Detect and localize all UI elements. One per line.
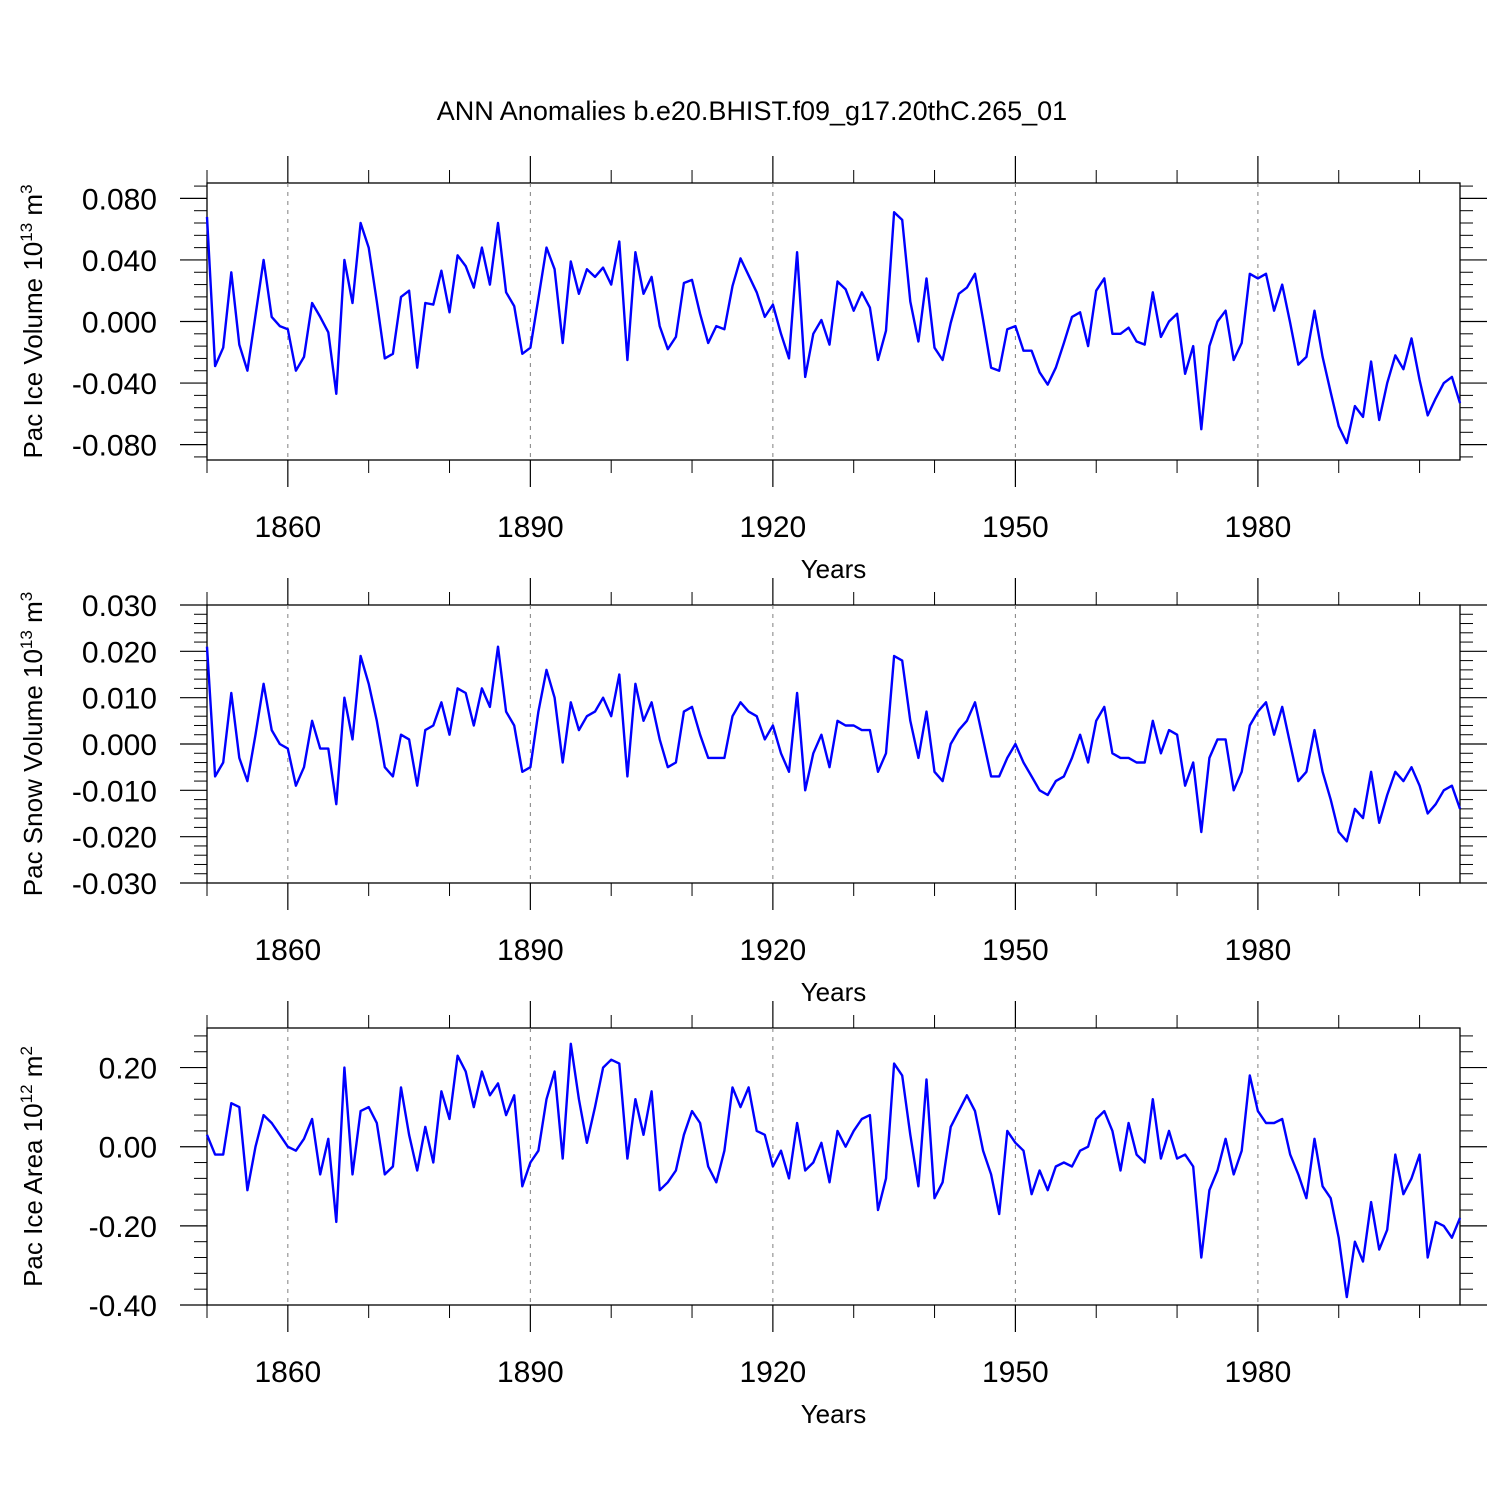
- series-line: [205, 1042, 1462, 1299]
- x-axis-label: Years: [801, 1399, 867, 1429]
- y-axis-label: Pac Ice Volume 1013 m3: [17, 184, 48, 458]
- y-tick-label: -0.40: [89, 1290, 157, 1323]
- plot-frame: [206, 1027, 1461, 1306]
- y-tick-label: -0.20: [89, 1211, 157, 1244]
- y-tick-label: 0.020: [82, 636, 157, 669]
- x-tick-label: 1950: [982, 511, 1049, 544]
- y-tick-label: 0.030: [82, 590, 157, 623]
- series-line: [205, 645, 1462, 843]
- y-tick-label: 0.00: [99, 1132, 157, 1165]
- y-tick-label: 0.040: [82, 245, 157, 278]
- panel-2: 1860 1890 1920 1950 1980 -0.030 -0.020 -0.010 0.…: [17, 578, 1487, 1007]
- x-tick-label: 1920: [739, 934, 806, 967]
- y-axis-label: Pac Snow Volume 1013 m3: [17, 592, 48, 896]
- panel-1: 1860 1890 1920 1950 1980 -0.080 -0.040 0.000 0.0…: [17, 156, 1487, 584]
- x-axis-label: Years: [801, 977, 867, 1007]
- x-tick-label: 1950: [982, 934, 1049, 967]
- y-tick-label: -0.030: [72, 868, 157, 901]
- panel-3: 1860 1890 1920 1950 1980 -0.40 -0.20 0.00 0.20 Ye…: [17, 1001, 1487, 1429]
- x-tick-label: 1980: [1225, 934, 1292, 967]
- y-tick-label: 0.080: [82, 183, 157, 216]
- y-tick-label: -0.040: [72, 368, 157, 401]
- x-tick-label: 1980: [1225, 511, 1292, 544]
- chart-title: ANN Anomalies b.e20.BHIST.f09_g17.20thC.…: [437, 96, 1067, 126]
- x-tick-label: 1950: [982, 1356, 1049, 1389]
- x-tick-label: 1890: [497, 1356, 564, 1389]
- x-tick-label: 1860: [254, 1356, 321, 1389]
- x-tick-label: 1920: [739, 511, 806, 544]
- y-tick-label: 0.010: [82, 683, 157, 716]
- y-tick-label: -0.080: [72, 430, 157, 463]
- y-axis-label: Pac Ice Area 1012 m2: [17, 1046, 48, 1287]
- series-line: [205, 210, 1462, 445]
- y-tick-label: -0.020: [72, 822, 157, 855]
- y-tick-label: 0.000: [82, 729, 157, 762]
- x-tick-label: 1860: [254, 511, 321, 544]
- y-tick-label: -0.010: [72, 775, 157, 808]
- x-tick-label: 1920: [739, 1356, 806, 1389]
- y-tick-label: 0.000: [82, 307, 157, 340]
- x-tick-label: 1890: [497, 511, 564, 544]
- x-axis-label: Years: [801, 554, 867, 584]
- x-tick-label: 1890: [497, 934, 564, 967]
- x-tick-label: 1980: [1225, 1356, 1292, 1389]
- y-tick-label: 0.20: [99, 1053, 157, 1086]
- x-tick-label: 1860: [254, 934, 321, 967]
